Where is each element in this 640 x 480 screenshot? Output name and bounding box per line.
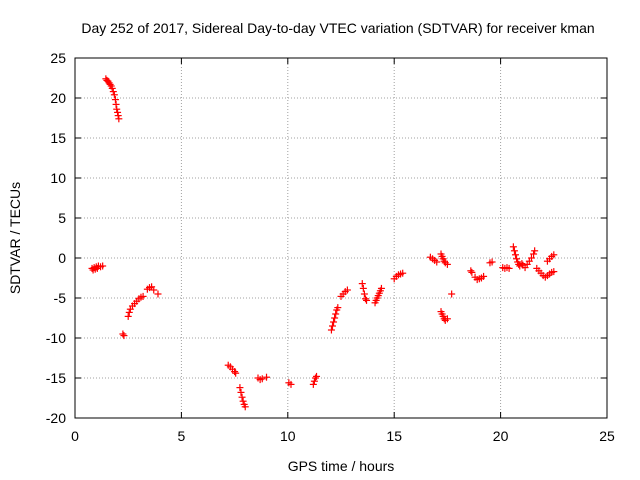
data-point: [239, 397, 247, 405]
y-tick-label: -20: [46, 410, 66, 426]
data-point: [433, 258, 441, 266]
data-point: [443, 315, 451, 323]
data-point: [150, 286, 158, 294]
data-point: [232, 369, 240, 377]
data-point: [237, 388, 245, 396]
data-point: [110, 91, 118, 99]
x-tick-label: 20: [493, 428, 509, 444]
data-point: [113, 105, 121, 113]
data-point: [511, 251, 519, 259]
y-tick-label: -15: [46, 370, 66, 386]
data-point: [119, 330, 127, 338]
data-point: [332, 310, 340, 318]
data-point: [328, 322, 336, 330]
data-point: [330, 318, 338, 326]
data-point: [530, 250, 538, 258]
y-tick-label: 15: [50, 130, 66, 146]
tick-layer: 0 5 10 15 20 25 -20 -15 -10 -5 0 5 10 15 20 25: [46, 50, 615, 444]
data-point: [313, 372, 321, 380]
data-point: [509, 243, 517, 251]
data-point: [114, 108, 122, 116]
x-tick-label: 0: [71, 428, 79, 444]
data-point: [109, 88, 117, 96]
data-point: [513, 255, 521, 263]
data-point: [361, 295, 369, 303]
data-point: [331, 314, 339, 322]
data-point: [154, 290, 162, 298]
data-point: [106, 80, 114, 88]
data-point: [287, 380, 295, 388]
data-point: [258, 375, 266, 383]
data-point: [399, 269, 407, 277]
data-point: [310, 377, 318, 385]
data-point: [443, 260, 451, 268]
y-axis-label: SDTVAR / TECUs: [7, 182, 23, 294]
data-point: [231, 368, 239, 376]
y-tick-label: 0: [58, 250, 66, 266]
data-point: [327, 326, 335, 334]
data-point: [359, 284, 367, 292]
data-point: [99, 262, 107, 270]
x-tick-label: 5: [178, 428, 186, 444]
x-axis-label: GPS time / hours: [288, 458, 395, 474]
data-point: [440, 257, 448, 265]
data-point: [125, 308, 133, 316]
y-tick-label: 25: [50, 50, 66, 66]
data-point: [309, 380, 317, 388]
data-point: [120, 332, 128, 340]
data-point: [448, 290, 456, 298]
data-point: [111, 96, 119, 104]
y-tick-label: 5: [58, 210, 66, 226]
x-tick-label: 15: [386, 428, 402, 444]
data-point: [360, 290, 368, 298]
data-point: [236, 384, 244, 392]
data-point: [467, 267, 475, 275]
data-point: [238, 393, 246, 401]
data-point: [114, 112, 122, 120]
grid-layer: [75, 58, 607, 418]
data-point: [515, 260, 523, 268]
x-tick-label: 10: [280, 428, 296, 444]
data-point: [263, 373, 271, 381]
data-point: [241, 403, 249, 411]
data-point: [363, 296, 371, 304]
data-point: [527, 254, 535, 262]
data-point: [550, 251, 558, 259]
data-points: [88, 75, 558, 411]
y-tick-label: -10: [46, 330, 66, 346]
data-point: [358, 280, 366, 288]
plot-frame: [74, 57, 608, 419]
data-point: [343, 286, 351, 294]
data-point: [488, 258, 496, 266]
data-point: [124, 312, 132, 320]
data-point: [518, 260, 526, 268]
y-tick-label: -5: [54, 290, 67, 306]
data-point: [377, 284, 385, 292]
data-point: [108, 84, 116, 92]
data-point: [510, 247, 518, 255]
chart-title: Day 252 of 2017, Sidereal Day-to-day VTE…: [81, 20, 594, 36]
data-point: [468, 268, 476, 276]
data-point: [311, 374, 319, 382]
data-point: [531, 247, 539, 255]
data-point: [505, 264, 513, 272]
y-tick-label: 20: [50, 90, 66, 106]
data-point: [115, 115, 123, 123]
data-point: [112, 100, 120, 108]
data-point: [334, 304, 342, 312]
data-point: [480, 272, 488, 280]
x-tick-label: 25: [599, 428, 615, 444]
y-tick-label: 10: [50, 170, 66, 186]
data-point: [550, 268, 558, 276]
data-point: [139, 292, 147, 300]
